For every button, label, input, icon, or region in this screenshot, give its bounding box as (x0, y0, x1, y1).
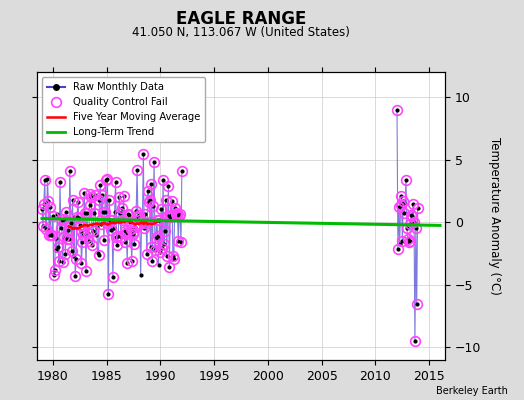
Text: Berkeley Earth: Berkeley Earth (436, 386, 508, 396)
Legend: Raw Monthly Data, Quality Control Fail, Five Year Moving Average, Long-Term Tren: Raw Monthly Data, Quality Control Fail, … (42, 77, 205, 142)
Y-axis label: Temperature Anomaly (°C): Temperature Anomaly (°C) (488, 137, 501, 295)
Text: EAGLE RANGE: EAGLE RANGE (176, 10, 306, 28)
Text: 41.050 N, 113.067 W (United States): 41.050 N, 113.067 W (United States) (132, 26, 350, 39)
